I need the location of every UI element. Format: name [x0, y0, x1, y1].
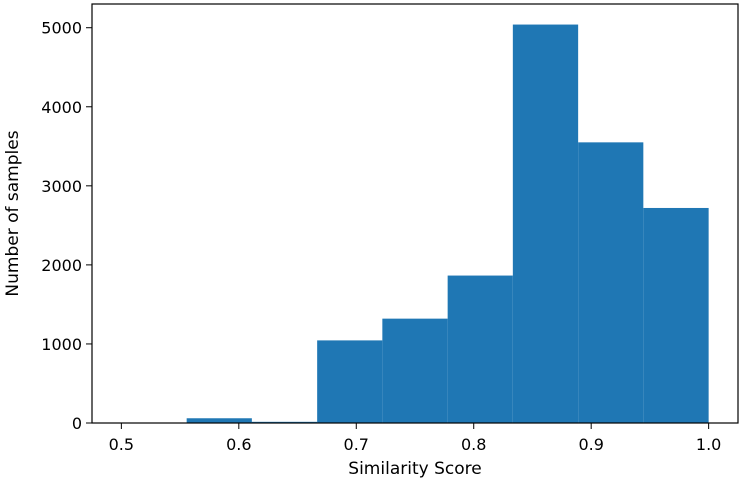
- y-tick-label: 3000: [41, 177, 82, 196]
- y-tick-label: 4000: [41, 98, 82, 117]
- x-tick-label: 0.5: [109, 435, 134, 454]
- x-ticks-group: 0.5 0.6 0.7 0.8 0.9 1.0: [109, 423, 721, 454]
- histogram-bar: [382, 318, 448, 423]
- y-axis-label: Number of samples: [3, 130, 23, 296]
- histogram-bar: [186, 418, 252, 423]
- y-tick-label: 2000: [41, 256, 82, 275]
- plot-frame: [91, 3, 739, 424]
- x-tick-label: 0.9: [578, 435, 603, 454]
- histogram-bar: [578, 142, 644, 423]
- histogram-bar: [317, 340, 383, 423]
- histogram-bar: [512, 24, 579, 423]
- x-tick-label: 0.8: [461, 435, 486, 454]
- x-axis-label: Similarity Score: [348, 459, 481, 479]
- y-tick-label: 5000: [41, 19, 82, 38]
- x-tick-label: 0.7: [344, 435, 369, 454]
- y-tick-label: 0: [72, 414, 82, 433]
- y-tick-label: 1000: [41, 335, 82, 354]
- y-ticks-group: 0 1000 2000 3000 4000 5000: [41, 19, 92, 433]
- x-tick-label: 0.6: [226, 435, 251, 454]
- x-tick-label: 1.0: [696, 435, 721, 454]
- histogram-bar: [447, 275, 513, 423]
- histogram-bar: [643, 207, 709, 423]
- bars-group: [186, 24, 709, 423]
